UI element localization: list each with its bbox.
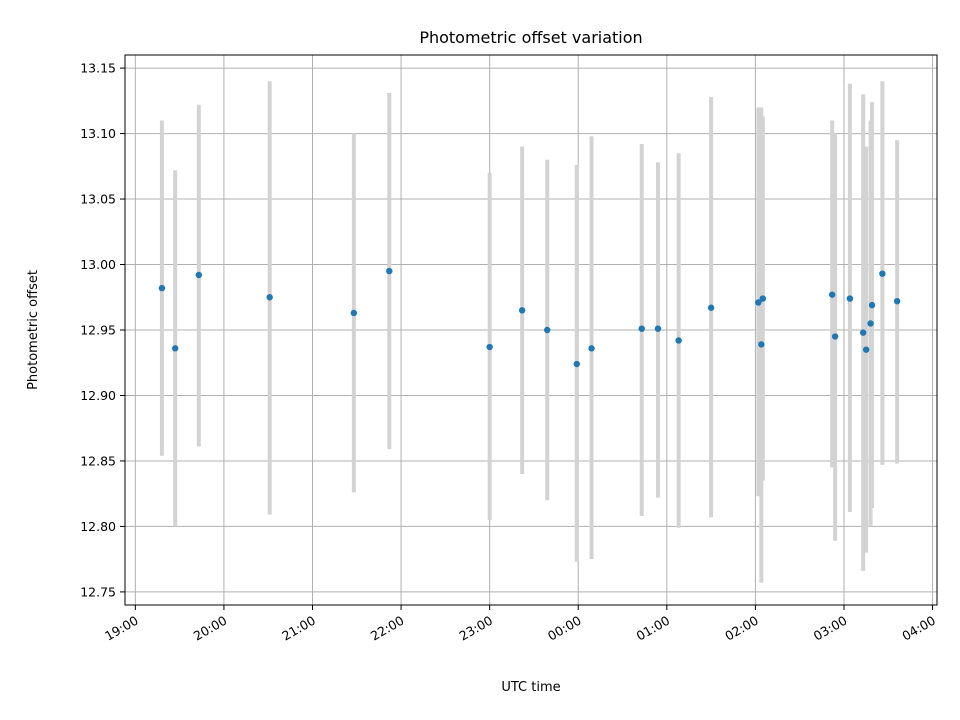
chart-title: Photometric offset variation <box>419 28 642 47</box>
y-tick-label: 13.10 <box>80 126 116 141</box>
point-layer <box>158 267 901 368</box>
data-point <box>195 271 203 279</box>
y-tick-label: 12.90 <box>80 388 116 403</box>
data-point <box>588 345 595 352</box>
data-point <box>867 320 874 327</box>
x-axis-label: UTC time <box>501 680 560 695</box>
data-point <box>573 360 580 368</box>
data-point <box>862 346 870 353</box>
data-point <box>859 329 867 336</box>
data-point <box>638 325 645 332</box>
y-tick-label: 12.80 <box>80 519 116 534</box>
data-point <box>868 301 876 309</box>
x-tick-label: 20:00 <box>191 613 230 644</box>
data-point <box>893 297 901 305</box>
x-tick-label: 00:00 <box>545 613 584 644</box>
x-tick-label: 23:00 <box>456 613 495 644</box>
data-point <box>518 307 526 314</box>
y-tick-label: 12.85 <box>80 453 116 468</box>
data-point <box>675 337 682 344</box>
x-tick-label: 22:00 <box>368 613 407 644</box>
data-point <box>831 333 839 340</box>
x-tick-label: 01:00 <box>634 613 673 644</box>
x-tick-label: 19:00 <box>102 613 141 644</box>
data-point <box>266 294 273 301</box>
data-point <box>758 341 765 348</box>
y-tick-label: 12.95 <box>80 323 116 338</box>
y-tick-label: 13.15 <box>80 61 116 76</box>
data-point <box>828 291 836 298</box>
x-tick-label: 21:00 <box>279 613 318 644</box>
x-tick-label: 02:00 <box>722 613 761 644</box>
x-tick-label: 04:00 <box>899 613 938 644</box>
data-point <box>350 309 358 317</box>
y-tick-label: 13.05 <box>80 192 116 207</box>
grid-layer <box>125 55 937 605</box>
data-point <box>544 326 551 334</box>
y-axis-label: Photometric offset <box>26 270 41 390</box>
data-point <box>755 299 762 306</box>
data-point <box>759 295 766 302</box>
data-point <box>654 325 662 332</box>
x-tick-label: 03:00 <box>811 613 850 644</box>
data-point <box>171 345 179 352</box>
errorbar-layer <box>159 81 900 583</box>
y-tick-label: 12.75 <box>80 584 116 599</box>
data-point <box>879 270 886 277</box>
data-point <box>707 304 715 311</box>
data-point <box>158 284 166 292</box>
data-point <box>846 295 854 302</box>
tick-layer: 12.75 12.80 12.85 12.90 12.95 13.00 13.05 13.10… <box>80 61 938 644</box>
data-point <box>486 343 493 351</box>
data-point <box>386 267 393 275</box>
y-tick-label: 13.00 <box>80 257 116 272</box>
